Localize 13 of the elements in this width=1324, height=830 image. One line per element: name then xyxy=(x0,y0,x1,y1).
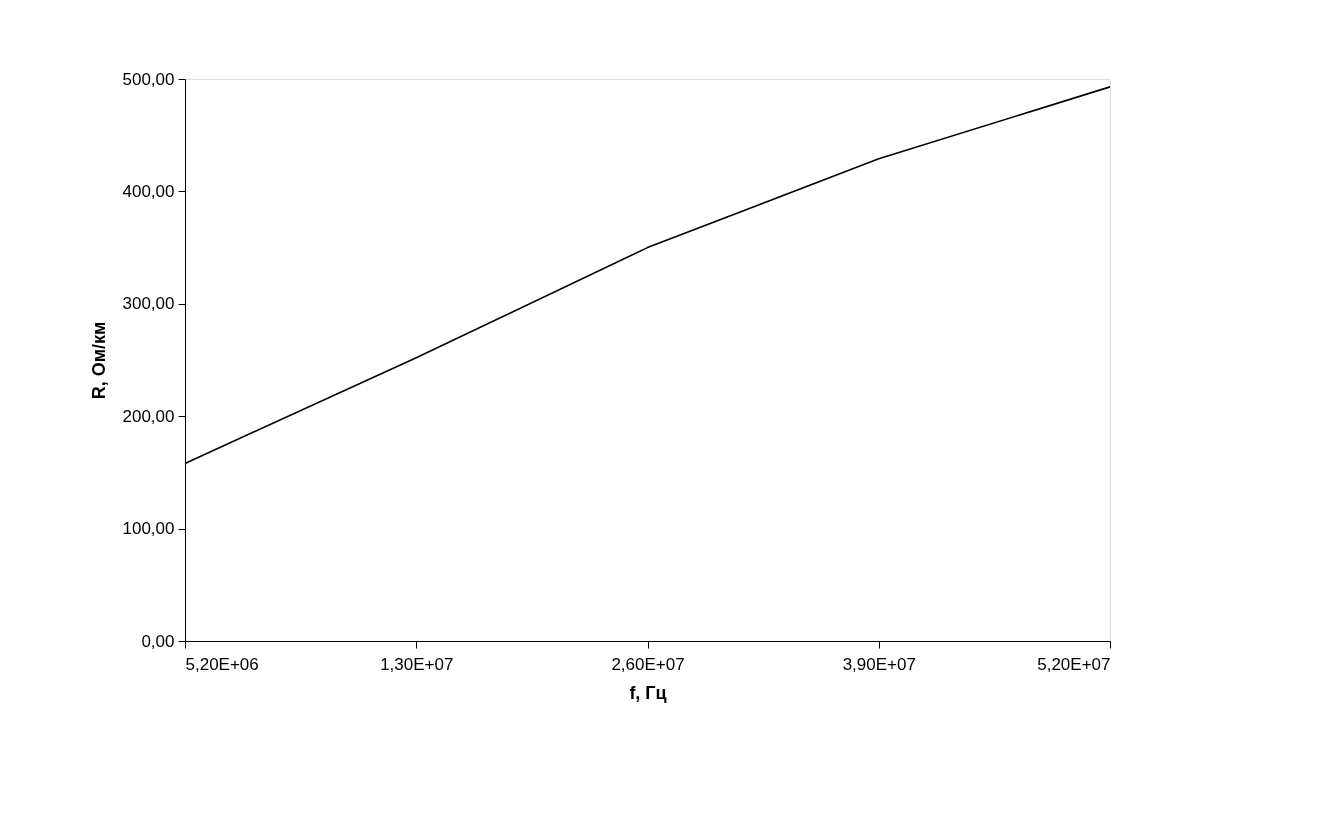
x-tick-label: 5,20E+06 xyxy=(185,654,259,674)
y-tick-label: 200,00 xyxy=(122,406,175,426)
x-axis-title: f, Гц xyxy=(629,682,667,703)
y-tick-label: 100,00 xyxy=(122,519,175,539)
x-tick-label: 1,30E+07 xyxy=(380,654,454,674)
x-tick-label: 2,60E+07 xyxy=(611,654,685,674)
y-tick-label: 500,00 xyxy=(122,69,175,89)
y-tick-label: 300,00 xyxy=(122,294,175,314)
y-tick-label: 400,00 xyxy=(122,181,175,201)
y-axis-title: R, Ом/км xyxy=(88,321,109,400)
x-tick-label: 5,20E+07 xyxy=(1037,654,1111,674)
y-tick-label: 0,00 xyxy=(141,631,175,651)
x-tick-label: 3,90E+07 xyxy=(842,654,916,674)
